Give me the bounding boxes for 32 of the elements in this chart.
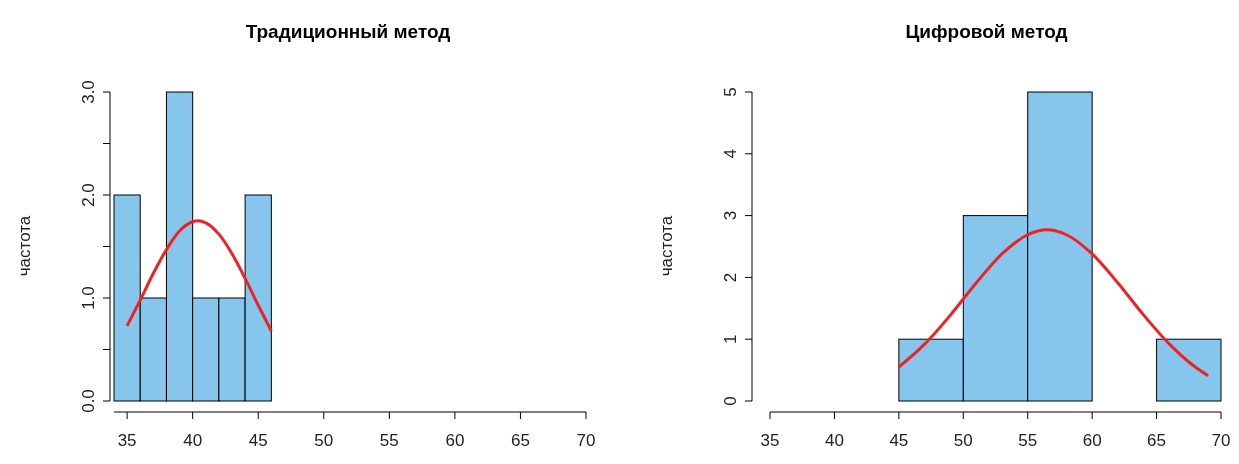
x-tick-label: 45 [889, 431, 909, 450]
x-tick-label: 35 [117, 431, 137, 450]
line-series [897, 228, 1210, 378]
x-tick-label: 70 [1211, 431, 1231, 450]
y-tick-label: 0 [721, 396, 740, 406]
y-tick-label: 2 [721, 272, 740, 283]
x-tick-label: 65 [510, 431, 530, 450]
x-tick-label: 40 [183, 431, 203, 450]
y-axis-title: частота [657, 215, 676, 277]
x-tick-label: 55 [379, 431, 399, 450]
x-tick-label: 50 [314, 431, 334, 450]
y-tick-label: 1 [721, 334, 740, 344]
y-tick-label: 4 [721, 149, 740, 159]
x-tick-label: 55 [1018, 431, 1038, 450]
x-tick-label: 65 [1147, 431, 1167, 450]
y-axis-title: частота [15, 215, 34, 277]
y-tick-label: 1.0 [79, 286, 98, 310]
y-tick-label: 0.0 [79, 389, 98, 413]
x-tick-label: 70 [576, 431, 596, 450]
y-tick-label: 3 [721, 210, 740, 221]
chart-title: Традиционный метод [245, 21, 451, 42]
y-tick-label: 3.0 [79, 80, 98, 104]
x-tick-label: 45 [248, 431, 268, 450]
chart-title: Цифровой метод [905, 21, 1068, 42]
x-tick-label: 60 [445, 431, 465, 450]
x-tick-label: 50 [953, 431, 973, 450]
x-tick-label: 35 [760, 431, 780, 450]
y-tick-label: 5 [721, 87, 740, 97]
line-series [125, 219, 273, 333]
x-tick-label: 40 [824, 431, 844, 450]
x-tick-label: 60 [1082, 431, 1102, 450]
y-tick-label: 2.0 [79, 183, 98, 207]
